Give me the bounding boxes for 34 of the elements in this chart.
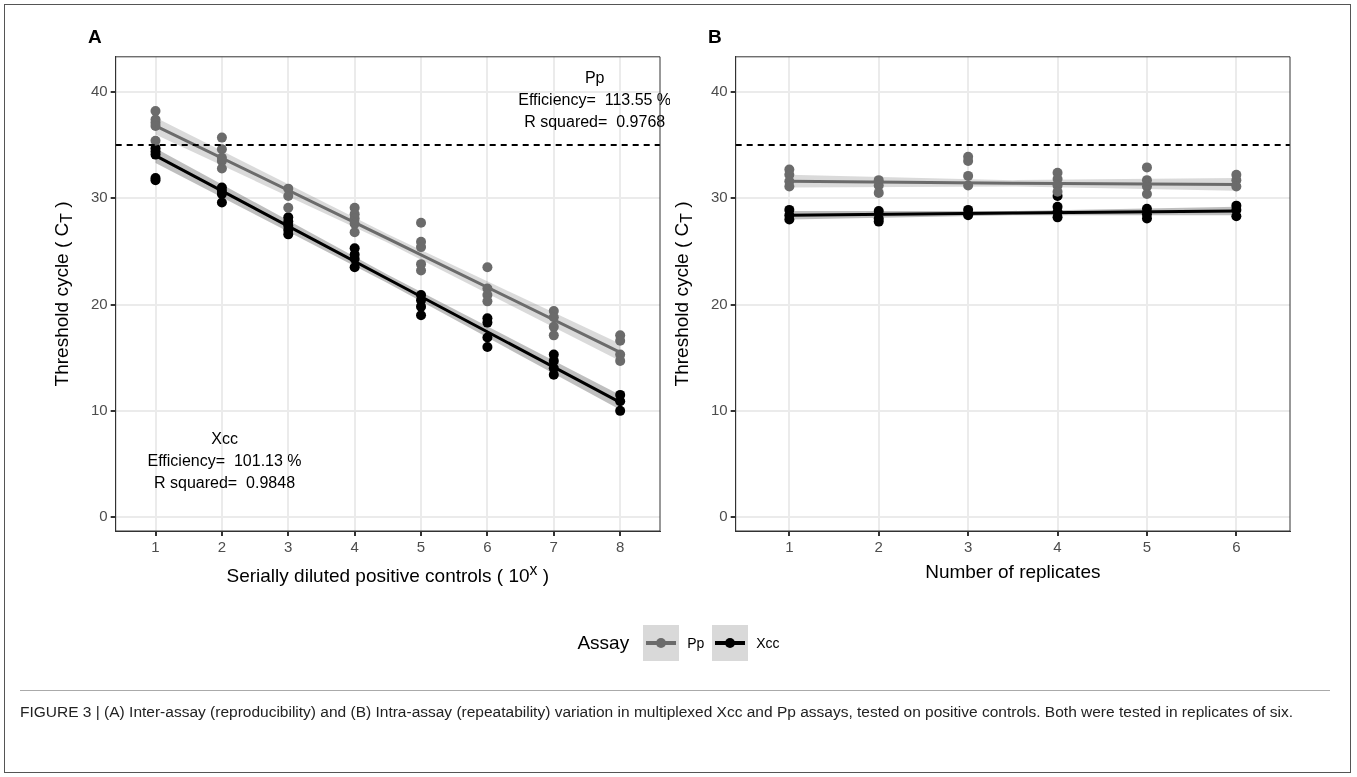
x-tick-label: 4 — [1053, 538, 1062, 556]
x-axis-title: Number of replicates — [924, 561, 1102, 583]
y-tick-label: 10 — [91, 401, 108, 418]
x-tick-label: 5 — [1142, 538, 1152, 556]
y-tick-label: 30 — [711, 188, 728, 206]
y-tick-label: 0 — [719, 507, 728, 525]
x-tick-label: 1 — [151, 538, 160, 556]
y-tick-label: 0 — [99, 507, 108, 525]
chart-title: B — [708, 25, 722, 47]
annotation: Pp Efficiency= 113.55 % R squared= 0.9768 — [518, 69, 672, 131]
x-tick-label: 2 — [874, 538, 883, 556]
x-tick-label: 8 — [616, 538, 625, 556]
caption: FIGURE 3 | (A) Inter-assay (reproducibility) and (B) Intra-assay (repeatability) variation in multiplexed Xcc and Pp assays, tested on positive controls. Both were tested in replicates of six. — [20, 690, 1330, 723]
y-tick-label: 30 — [91, 188, 108, 206]
y-tick-label: 20 — [711, 294, 728, 312]
x-tick-label: 1 — [785, 538, 794, 556]
x-tick-label: 5 — [416, 538, 426, 556]
y-tick-label: 40 — [91, 82, 108, 100]
x-tick-label: 4 — [350, 538, 359, 556]
legend-label: Xcc — [756, 635, 780, 651]
x-tick-label: 3 — [284, 538, 293, 556]
y-tick-label: 40 — [711, 82, 728, 100]
x-tick-label: 7 — [549, 538, 558, 556]
x-tick-label: 3 — [963, 538, 973, 556]
chart-title: A — [88, 25, 102, 47]
x-tick-label: 6 — [483, 538, 492, 556]
x-tick-label: 6 — [1232, 538, 1241, 556]
y-tick-label: 20 — [91, 294, 108, 312]
y-tick-label: 10 — [711, 401, 728, 418]
x-tick-label: 2 — [217, 538, 227, 556]
legend-label: Pp — [687, 635, 705, 651]
annotation: Xcc Efficiency= 101.13 % R squared= 0.9848 — [147, 429, 302, 491]
x-axis-title: Serially diluted positive controls ( 10$^{x}$ ) — [225, 561, 551, 588]
legend-title: Assay — [577, 632, 630, 654]
